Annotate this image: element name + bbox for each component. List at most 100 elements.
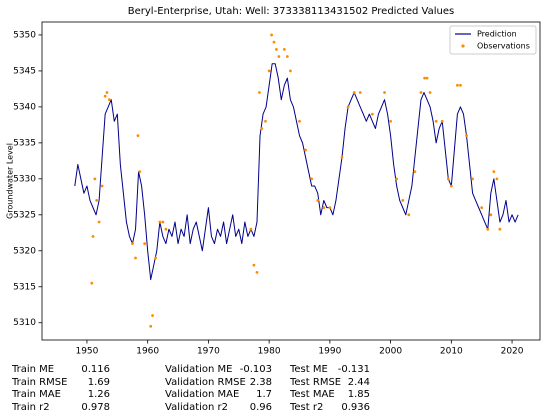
observation-point — [456, 83, 459, 87]
observation-point — [108, 98, 111, 102]
observation-point — [97, 220, 101, 224]
observation-point — [480, 206, 484, 210]
stat-value: 1.85 — [348, 389, 370, 400]
stat-value: 1.7 — [256, 389, 272, 400]
observation-point — [389, 119, 392, 123]
y-tick-label: 5335 — [13, 138, 36, 148]
observation-point — [383, 91, 386, 94]
y-tick-label: 5320 — [13, 246, 36, 256]
observation-point — [288, 69, 292, 73]
legend-label: Prediction — [477, 30, 517, 39]
observation-point — [131, 242, 134, 245]
legend-marker — [461, 44, 465, 48]
stat-value: 1.69 — [88, 377, 110, 388]
stat-label: Train r2 — [11, 402, 50, 413]
observation-point — [95, 199, 99, 202]
stat-label: Validation r2 — [165, 402, 228, 413]
observation-point — [446, 177, 450, 181]
observation-point — [270, 33, 273, 37]
stat-label: Validation RMSE — [165, 377, 246, 388]
x-tick-label: 1960 — [136, 347, 159, 357]
stat-label: Train RMSE — [11, 377, 67, 388]
observation-point — [328, 206, 332, 210]
observation-point — [413, 170, 417, 174]
x-tick-label: 2000 — [379, 347, 402, 357]
observation-point — [267, 69, 271, 73]
stat-label: Test MAE — [289, 389, 335, 400]
observation-point — [465, 134, 468, 138]
observation-point — [449, 184, 453, 188]
observation-point — [252, 263, 256, 267]
observation-point — [91, 234, 95, 238]
y-tick-label: 5330 — [13, 174, 36, 184]
observation-point — [275, 47, 278, 51]
observation-point — [489, 213, 493, 217]
observation-point — [340, 155, 344, 159]
observation-point — [486, 227, 490, 231]
observation-point — [90, 281, 94, 285]
observation-point — [322, 206, 326, 210]
observation-point — [358, 91, 362, 94]
x-tick-label: 1970 — [197, 347, 220, 357]
observation-point — [154, 256, 157, 260]
observation-point — [316, 199, 320, 202]
observation-point — [395, 177, 399, 181]
observation-point — [498, 227, 502, 231]
x-tick-label: 1950 — [75, 347, 98, 357]
observation-point — [370, 112, 374, 116]
observation-point — [143, 242, 147, 245]
observation-point — [161, 220, 165, 224]
observation-point — [310, 177, 314, 181]
observation-point — [272, 40, 276, 44]
stat-value: 0.96 — [250, 402, 272, 413]
observation-point — [428, 91, 432, 94]
stat-value: 1.26 — [88, 389, 110, 400]
observation-point — [440, 119, 444, 123]
x-tick-label: 2020 — [501, 347, 524, 357]
prediction-line — [74, 63, 519, 281]
y-axis-label: Groundwater Level — [6, 143, 15, 219]
plot-area — [74, 33, 519, 328]
stat-label: Train MAE — [11, 389, 61, 400]
y-tick-label: 5350 — [13, 30, 36, 40]
legend-label: Observations — [477, 42, 530, 51]
observation-point — [423, 76, 427, 80]
x-tick-label: 1990 — [318, 347, 341, 357]
stat-value: 0.936 — [341, 402, 370, 413]
y-tick-label: 5325 — [13, 210, 36, 220]
observation-point — [103, 94, 107, 98]
y-tick-label: 5340 — [13, 102, 36, 112]
observation-point — [138, 170, 142, 174]
stat-label: Test RMSE — [289, 377, 341, 388]
chart-title: Beryl-Enterprise, Utah: Well: 3733381134… — [128, 6, 454, 17]
legend-box — [449, 25, 537, 55]
observation-point — [100, 184, 104, 188]
stat-label: Test ME — [289, 364, 328, 375]
observation-point — [285, 55, 289, 58]
observation-point — [425, 76, 429, 80]
observation-point — [258, 91, 261, 94]
observation-point — [249, 227, 253, 231]
observation-point — [407, 213, 411, 217]
observation-point — [298, 119, 301, 123]
observation-point — [151, 314, 154, 317]
y-tick-label: 5315 — [13, 282, 36, 292]
observation-point — [136, 134, 140, 138]
observation-point — [149, 324, 153, 328]
observation-point — [352, 91, 356, 94]
observation-point — [164, 227, 168, 231]
y-tick-label: 5345 — [13, 66, 36, 76]
observation-point — [105, 91, 109, 94]
x-tick-label: 1980 — [258, 347, 281, 357]
stat-value: -0.103 — [240, 364, 272, 375]
observation-point — [260, 127, 264, 130]
stat-value: 0.116 — [81, 364, 110, 375]
stat-label: Validation ME — [165, 364, 233, 375]
observation-point — [492, 170, 496, 174]
stat-value: 2.44 — [348, 377, 370, 388]
stat-value: 0.978 — [81, 402, 110, 413]
stat-label: Train ME — [11, 364, 54, 375]
observation-point — [264, 119, 267, 123]
observation-point — [434, 119, 438, 123]
